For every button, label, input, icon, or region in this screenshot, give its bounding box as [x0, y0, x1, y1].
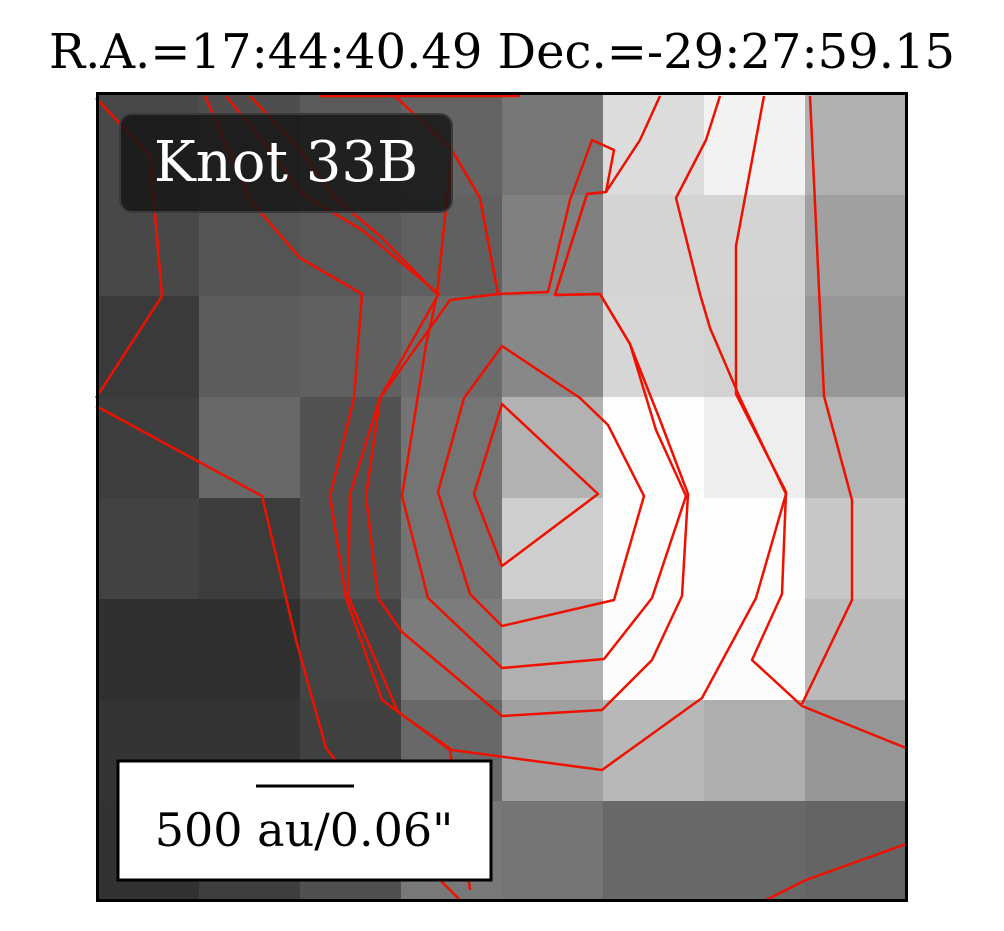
pixel-cell: [401, 397, 503, 499]
pixel-cell: [805, 397, 907, 499]
pixel-cell: [199, 599, 301, 701]
pixel-cell: [704, 397, 806, 499]
pixel-cell: [704, 195, 806, 297]
pixel-cell: [502, 94, 604, 196]
contour-level-5: [249, 95, 788, 772]
pixel-cell: [805, 700, 907, 802]
contour-level-12: [800, 95, 854, 705]
pixel-cell: [805, 498, 907, 600]
pixel-cell: [704, 498, 806, 600]
pixel-cell: [199, 397, 301, 499]
contour-level-2: [436, 344, 646, 628]
contour-inner: [472, 402, 600, 568]
pixel-cell: [502, 397, 604, 499]
pixel-cell: [704, 801, 806, 901]
pixel-cell: [98, 296, 200, 398]
pixel-cell: [704, 599, 806, 701]
pixel-cell: [98, 498, 200, 600]
pixel-cell: [401, 498, 503, 600]
image-title: R.A.=17:44:40.49 Dec.=-29:27:59.15: [48, 24, 956, 80]
contour-level-13: [765, 842, 907, 902]
pixel-cell: [502, 498, 604, 600]
contour-level-11: [734, 95, 907, 750]
pixel-cell: [98, 599, 200, 701]
pixel-cell: [704, 296, 806, 398]
contour-level-6: [203, 95, 472, 891]
pixel-cell: [805, 801, 907, 901]
image-frame: [96, 92, 908, 902]
label-badge-text: Knot 33B: [154, 130, 418, 195]
pixel-cell: [603, 700, 705, 802]
pixel-cell: [603, 195, 705, 297]
pixel-cell: [805, 94, 907, 196]
scalebar-box: [116, 759, 493, 882]
label-badge: Knot 33B: [119, 113, 453, 213]
pixel-cell: [401, 599, 503, 701]
pixel-cell: [502, 700, 604, 802]
pixel-cell: [805, 599, 907, 701]
pixel-cell: [502, 599, 604, 701]
pixel-cell: [502, 801, 604, 901]
scalebar-label: 500 au/0.06": [155, 803, 454, 857]
pixel-cell: [603, 296, 705, 398]
pixel-cell: [98, 397, 200, 499]
pixel-cell: [603, 599, 705, 701]
pixel-cell: [502, 296, 604, 398]
pixel-cell: [199, 498, 301, 600]
pixel-cell: [603, 801, 705, 901]
pixel-cell: [704, 700, 806, 802]
pixel-cell: [502, 195, 604, 297]
pixel-cell: [199, 296, 301, 398]
scalebar: 500 au/0.06": [116, 759, 493, 882]
pixel-cell: [300, 296, 402, 398]
label-badge-box: [119, 113, 453, 213]
contour-level-4: [364, 95, 690, 718]
pixel-cell: [805, 195, 907, 297]
